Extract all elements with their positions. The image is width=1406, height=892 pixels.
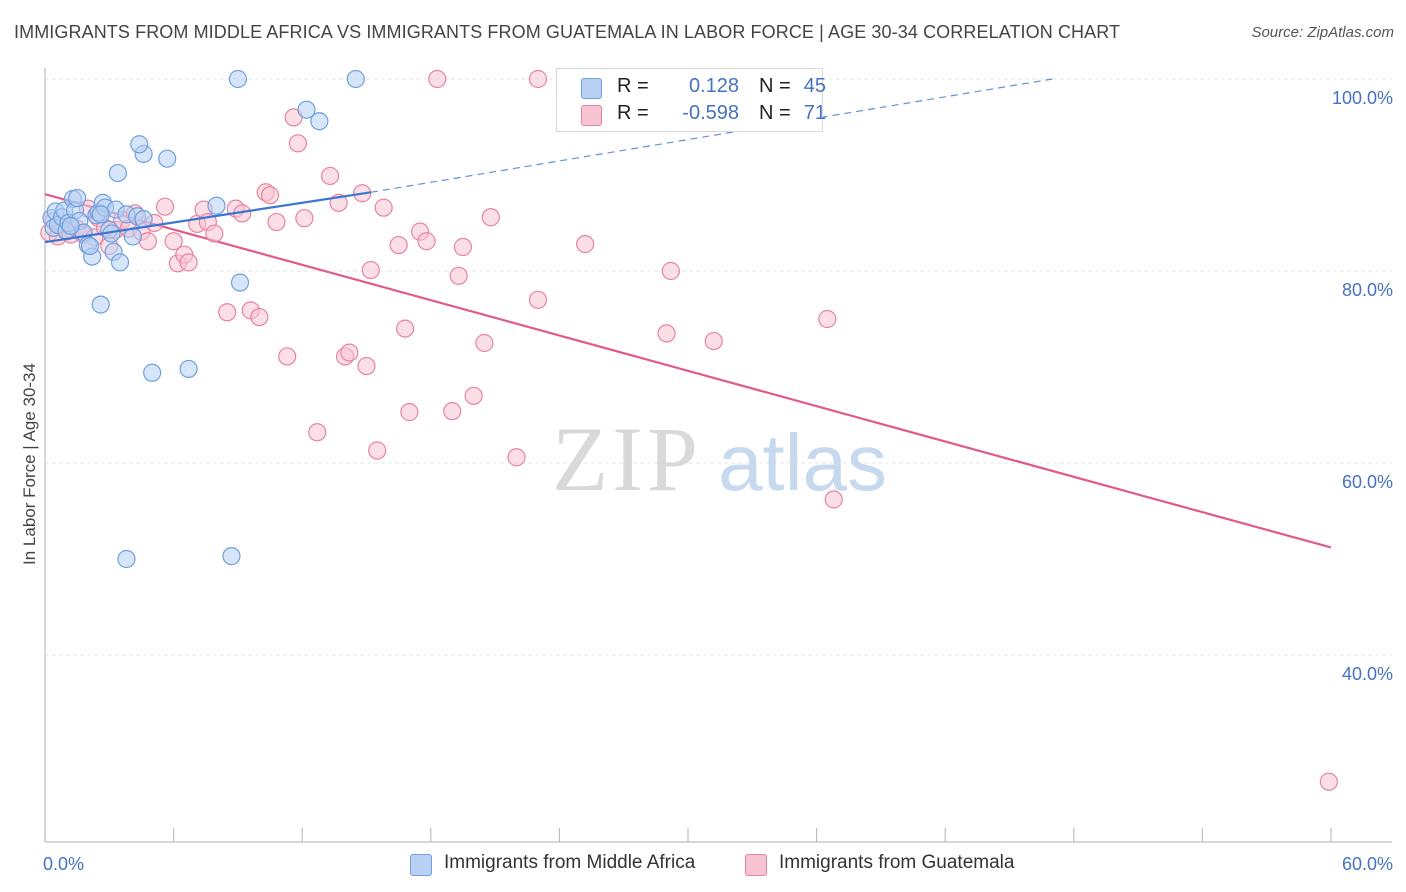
data-point-guatemala [155, 197, 175, 216]
gridlines [45, 78, 1392, 656]
data-point-guatemala [218, 303, 237, 322]
data-point-middle-africa [110, 253, 130, 272]
data-point-guatemala [528, 69, 548, 89]
data-point-guatemala [417, 232, 436, 251]
data-point-middle-africa [91, 295, 110, 314]
data-point-middle-africa [80, 236, 100, 256]
legend-n-value: 71 [803, 102, 826, 124]
data-point-middle-africa [179, 359, 198, 379]
data-point-middle-africa [130, 135, 149, 154]
data-point-middle-africa [228, 69, 247, 89]
data-point-middle-africa [117, 549, 136, 569]
watermark-zip: ZIP [552, 408, 702, 510]
data-point-guatemala [340, 343, 359, 362]
legend-r-value: -0.598 [682, 102, 739, 124]
data-point-guatemala [205, 224, 224, 243]
data-point-guatemala [267, 212, 286, 232]
data-point-guatemala [164, 232, 183, 251]
data-point-guatemala [481, 208, 500, 227]
data-point-middle-africa [68, 188, 87, 208]
data-point-middle-africa [230, 273, 250, 292]
legend-r-label: R = [617, 102, 649, 124]
data-point-middle-africa [346, 69, 365, 89]
legend-swatch-blue [581, 78, 602, 99]
data-point-guatemala [374, 198, 393, 217]
source-label: Source: ZipAtlas.com [1251, 24, 1394, 41]
data-point-guatemala [250, 307, 269, 327]
data-point-guatemala [179, 253, 198, 272]
y-axis-label: In Labor Force | Age 30-34 [20, 363, 39, 565]
data-point-guatemala [395, 319, 415, 338]
correlation-legend: R = 0.128 N = 45 R = -0.598 N = 71 [556, 68, 826, 132]
legend-item-label: Immigrants from Middle Africa [444, 852, 696, 873]
chart-title: IMMIGRANTS FROM MIDDLE AFRICA VS IMMIGRA… [14, 22, 1121, 42]
data-point-middle-africa [207, 196, 226, 215]
y-tick-label: 40.0% [1342, 664, 1393, 684]
legend-n-label: N = [759, 75, 791, 97]
data-point-middle-africa [61, 216, 80, 235]
legend-n-value: 45 [803, 75, 826, 97]
data-point-guatemala [453, 237, 473, 257]
legend-swatch-pink [581, 105, 602, 126]
data-point-guatemala [576, 235, 595, 254]
data-point-guatemala [138, 232, 157, 251]
data-point-middle-africa [158, 149, 177, 168]
trend-line-middle-africa [44, 191, 371, 244]
data-point-guatemala [320, 166, 340, 186]
data-point-guatemala [295, 209, 314, 228]
data-point-middle-africa [297, 100, 316, 119]
data-point-guatemala [368, 441, 387, 460]
data-point-guatemala [704, 331, 723, 351]
data-point-guatemala [278, 347, 297, 366]
data-point-guatemala [475, 333, 494, 353]
legend-r-value: 0.128 [688, 75, 739, 97]
tick-labels: 100.0% 80.0% 60.0% 40.0% 0.0% 60.0% [43, 88, 1393, 874]
data-point-guatemala [389, 235, 408, 255]
series-legend: Immigrants from Middle Africa Immigrants… [0, 852, 1406, 878]
data-point-middle-africa [310, 112, 329, 131]
data-point-middle-africa [143, 363, 162, 382]
data-point-guatemala [361, 260, 380, 280]
data-point-middle-africa [222, 547, 241, 566]
legend-n-label: N = [759, 102, 791, 124]
data-point-guatemala [528, 290, 548, 309]
legend-item-label: Immigrants from Guatemala [779, 852, 1015, 873]
y-tick-label: 100.0% [1332, 88, 1393, 108]
legend-r-label: R = [617, 75, 649, 97]
legend-swatch-pink [745, 854, 767, 876]
x-tick-label: 0.0% [43, 854, 84, 874]
data-point-guatemala [818, 309, 837, 329]
x-tick-label: 60.0% [1342, 854, 1393, 874]
data-point-guatemala [357, 356, 376, 376]
axes [44, 68, 1392, 843]
data-point-guatemala [288, 134, 308, 153]
data-point-guatemala [443, 402, 462, 421]
data-point-guatemala [661, 261, 680, 281]
data-point-guatemala [507, 448, 526, 467]
data-point-guatemala [657, 324, 676, 343]
data-point-guatemala [428, 69, 447, 89]
y-tick-label: 60.0% [1342, 472, 1393, 492]
data-point-guatemala [400, 403, 419, 422]
data-point-guatemala [260, 186, 280, 205]
data-point-guatemala [824, 490, 843, 509]
data-point-guatemala [449, 266, 468, 285]
legend-swatch-blue [410, 854, 432, 876]
data-point-middle-africa [108, 163, 127, 183]
watermark-atlas: atlas [718, 418, 887, 507]
data-point-guatemala [308, 423, 327, 442]
series-middle-africa-points [42, 69, 371, 569]
data-point-guatemala [1319, 772, 1338, 791]
trend-line-guatemala [44, 193, 1332, 549]
data-point-guatemala [464, 386, 483, 405]
data-point-middle-africa [91, 205, 110, 224]
trend-lines [44, 78, 1332, 549]
watermark: ZIP atlas [552, 408, 887, 510]
y-tick-label: 80.0% [1342, 280, 1393, 300]
